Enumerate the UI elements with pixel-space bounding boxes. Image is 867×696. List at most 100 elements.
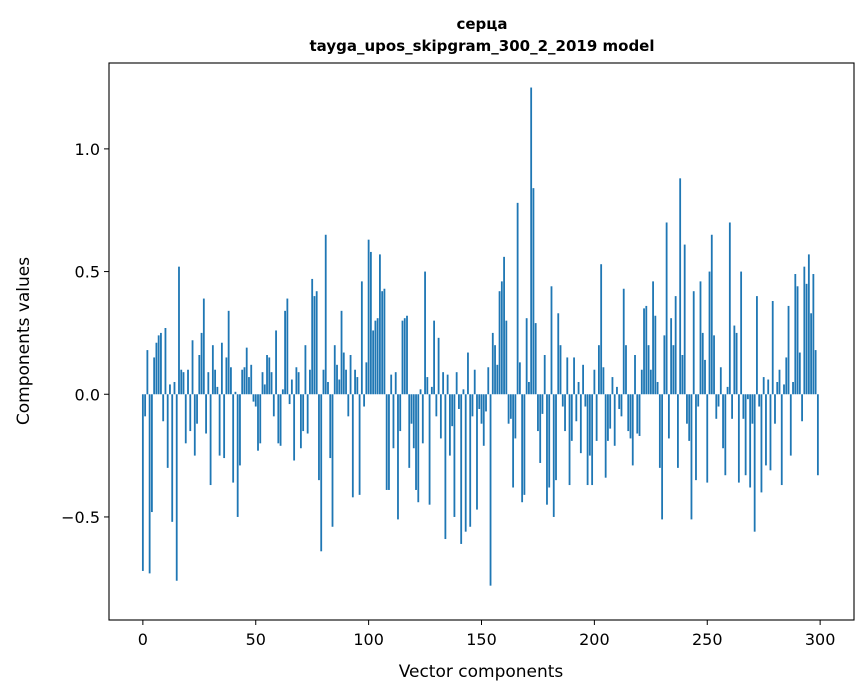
bar [496,364,499,395]
bar [223,394,226,459]
bar [505,320,508,395]
bar [214,369,217,395]
bar [270,372,273,395]
bar [469,394,472,527]
bar [742,394,745,419]
bar [532,188,535,395]
bar [735,332,738,395]
bar [652,281,654,395]
bar [512,394,515,488]
bar [410,394,413,424]
bar [588,394,591,456]
bar [225,357,228,395]
bar [491,332,494,395]
bar [537,394,539,432]
bar [733,325,736,395]
bar [530,87,533,395]
bar [627,394,630,432]
bar [629,394,632,439]
bar [277,394,280,444]
chart-title-line1: серца [456,15,507,33]
bar [708,271,711,395]
bar [171,394,174,522]
bar [164,328,167,395]
bar [385,394,388,490]
bar [480,394,483,424]
bar [173,381,176,395]
bar [473,369,476,395]
bar [293,394,296,461]
bar [758,394,761,407]
bar [236,394,239,517]
x-tick-label: 0 [138,630,148,649]
bar [311,278,314,395]
bar [358,394,361,495]
bar [160,332,162,395]
bar [618,394,621,409]
bar [667,394,670,439]
x-tick-label: 50 [246,630,266,649]
bar [548,394,551,488]
bar [665,222,668,395]
bar [794,274,797,395]
x-tick-label: 300 [805,630,836,649]
bar [566,357,569,395]
bar [460,394,463,544]
bar [394,372,397,395]
bar [801,394,803,422]
bar [658,394,661,468]
bar [232,394,235,483]
bar [146,350,149,395]
bar [785,357,788,395]
bar [568,394,571,486]
bar [399,394,402,432]
bar [155,342,158,395]
bar [514,394,517,439]
bar [302,394,305,432]
bar [816,394,819,476]
bar [458,394,460,409]
bar [367,239,370,395]
bar [697,394,700,407]
bar [342,352,345,395]
bar [324,234,327,395]
bar [417,394,420,503]
y-axis-ticks: −0.5 0.0 0.5 1.0 [61,140,109,527]
bar [320,394,323,552]
bar [259,394,262,444]
bar [453,394,456,517]
bar [381,291,384,395]
bar [695,394,697,481]
bar [765,394,767,466]
bar [209,394,212,486]
x-tick-label: 200 [579,630,610,649]
bar [178,266,180,395]
bar [478,394,481,409]
y-tick-label: −0.5 [61,508,100,527]
bar [509,394,512,419]
bar [200,332,203,395]
bar [313,296,316,395]
bar [494,345,496,395]
bar [719,367,722,395]
bar [600,264,603,395]
bar [428,394,431,505]
bar [363,394,366,407]
bar [774,394,776,424]
bar [780,394,783,486]
bar [202,298,205,395]
bar [196,394,198,424]
bar [634,355,636,395]
bar [557,313,560,395]
bar [191,340,194,395]
bar [778,369,781,395]
bar [649,369,652,395]
bar [609,394,612,429]
bar [408,394,411,468]
bar [552,394,555,517]
bar [166,394,169,468]
y-tick-label: 1.0 [75,140,100,159]
bar [421,394,424,444]
bar [426,377,429,395]
